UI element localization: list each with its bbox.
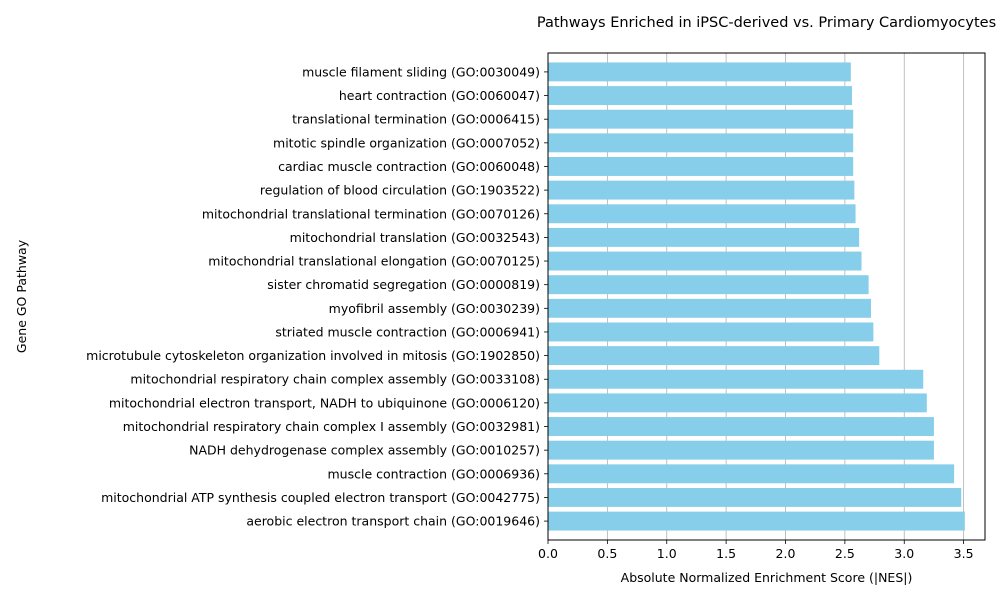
y-tick-labels: aerobic electron transport chain (GO:001…	[86, 64, 548, 529]
y-tick-label: microtubule cytoskeleton organization in…	[86, 348, 540, 363]
chart-title: Pathways Enriched in iPSC-derived vs. Pr…	[537, 15, 996, 31]
bar	[548, 251, 862, 271]
bar	[548, 417, 934, 436]
bar	[548, 204, 856, 224]
x-axis-label: Absolute Normalized Enrichment Score (|N…	[621, 570, 913, 585]
y-tick-label: muscle filament sliding (GO:0030049)	[302, 64, 540, 79]
bar	[548, 157, 854, 176]
x-tick-label: 0.0	[538, 546, 558, 561]
bar	[548, 393, 927, 413]
bar	[548, 109, 854, 129]
plot-frame	[547, 52, 986, 541]
y-tick-label: translational termination (GO:0006415)	[292, 112, 540, 127]
y-tick-label: mitochondrial electron transport, NADH t…	[109, 395, 540, 410]
y-tick-label: heart contraction (GO:0060047)	[339, 88, 540, 103]
x-tick-label: 3.5	[954, 546, 974, 561]
x-tick-label: 1.0	[657, 546, 677, 561]
bar	[548, 464, 955, 484]
x-tick-labels: 0.0 0.5 1.0 1.5 2.0 2.5 3.0 3.5	[538, 540, 974, 561]
x-tick-label: 3.0	[894, 546, 914, 561]
bar	[548, 346, 880, 366]
x-tick-label: 2.0	[776, 546, 796, 561]
bars	[548, 62, 965, 531]
y-tick-label: mitochondrial respiratory chain complex …	[123, 419, 540, 434]
bar	[548, 369, 924, 389]
bar	[548, 322, 874, 342]
y-tick-label: striated muscle contraction (GO:0006941)	[275, 324, 540, 339]
bar	[548, 62, 851, 82]
bar	[548, 227, 860, 247]
bar	[548, 275, 869, 295]
y-tick-label: mitochondrial translation (GO:0032543)	[290, 230, 540, 245]
y-tick-label: aerobic electron transport chain (GO:001…	[246, 514, 540, 529]
x-tick-label: 2.5	[835, 546, 855, 561]
y-tick-label: mitochondrial ATP synthesis coupled elec…	[101, 490, 540, 505]
bar	[548, 511, 965, 531]
bar	[548, 487, 962, 507]
bar	[548, 86, 852, 106]
y-tick-label: myofibril assembly (GO:0030239)	[329, 301, 540, 316]
y-tick-label: sister chromatid segregation (GO:0000819…	[267, 277, 540, 292]
bar	[548, 133, 854, 153]
bar	[548, 298, 871, 318]
y-tick-label: mitotic spindle organization (GO:0007052…	[273, 135, 540, 150]
y-tick-label: mitochondrial translational termination …	[202, 206, 540, 221]
y-tick-label: mitochondrial respiratory chain complex …	[130, 372, 540, 387]
x-tick-label: 1.5	[716, 546, 736, 561]
y-tick-label: regulation of blood circulation (GO:1903…	[260, 183, 540, 198]
y-tick-label: mitochondrial translational elongation (…	[208, 254, 540, 269]
x-tick-label: 0.5	[597, 546, 617, 561]
bar	[548, 180, 855, 200]
y-tick-label: cardiac muscle contraction (GO:0060048)	[278, 159, 540, 174]
y-tick-label: NADH dehydrogenase complex assembly (GO:…	[189, 443, 540, 458]
y-tick-label: muscle contraction (GO:0006936)	[328, 466, 541, 481]
bar	[548, 440, 934, 460]
y-axis-label: Gene GO Pathway	[14, 239, 29, 353]
